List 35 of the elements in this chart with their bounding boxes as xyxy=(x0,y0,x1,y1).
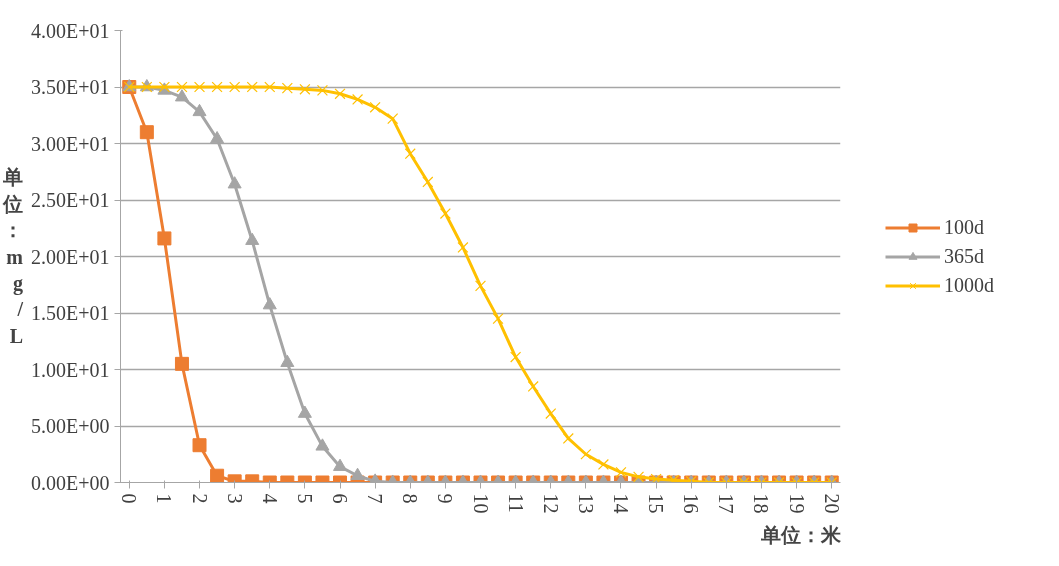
y-axis-title: 单位：mg/L xyxy=(2,166,24,347)
x-tick-label: 18 xyxy=(750,493,773,514)
y-tick-label: 4.00E+01 xyxy=(31,19,110,42)
y-tick-label: 1.50E+01 xyxy=(31,302,110,324)
x-tick-label: 2 xyxy=(188,493,211,504)
legend-label: 1000d xyxy=(944,273,994,297)
x-tick-label: 16 xyxy=(680,493,703,514)
x-tick-label: 1 xyxy=(153,493,176,504)
x-tick-label: 10 xyxy=(469,493,492,514)
x-tick-label: 17 xyxy=(715,493,738,514)
x-tick-label: 0 xyxy=(118,493,141,504)
x-tick-label: 9 xyxy=(434,493,457,504)
y-tick-label: 3.00E+01 xyxy=(31,132,110,155)
x-tick-label: 3 xyxy=(223,493,246,504)
y-tick-label: 1.00E+01 xyxy=(31,358,110,381)
x-tick-label: 11 xyxy=(504,493,527,513)
x-tick-label: 7 xyxy=(364,493,387,504)
legend-label: 100d xyxy=(944,215,984,239)
x-tick-label: 14 xyxy=(609,493,632,514)
x-tick-label: 4 xyxy=(258,493,281,504)
x-tick-label: 13 xyxy=(574,493,597,514)
x-tick-label: 20 xyxy=(820,493,843,514)
legend-label: 365d xyxy=(944,244,984,268)
y-tick-label: 5.00E+00 xyxy=(31,415,110,437)
x-tick-label: 8 xyxy=(399,493,422,504)
x-axis-title: 单位：米 xyxy=(759,523,842,546)
x-tick-label: 6 xyxy=(329,493,352,504)
y-tick-label: 2.50E+01 xyxy=(31,189,110,211)
x-tick-label: 19 xyxy=(785,493,808,514)
x-tick-label: 15 xyxy=(645,493,668,514)
y-tick-label: 0.00E+00 xyxy=(31,471,110,494)
x-tick-label: 12 xyxy=(539,493,562,514)
x-tick-label: 5 xyxy=(293,493,316,504)
y-tick-label: 2.00E+01 xyxy=(31,245,110,268)
y-tick-label: 3.50E+01 xyxy=(31,76,110,98)
